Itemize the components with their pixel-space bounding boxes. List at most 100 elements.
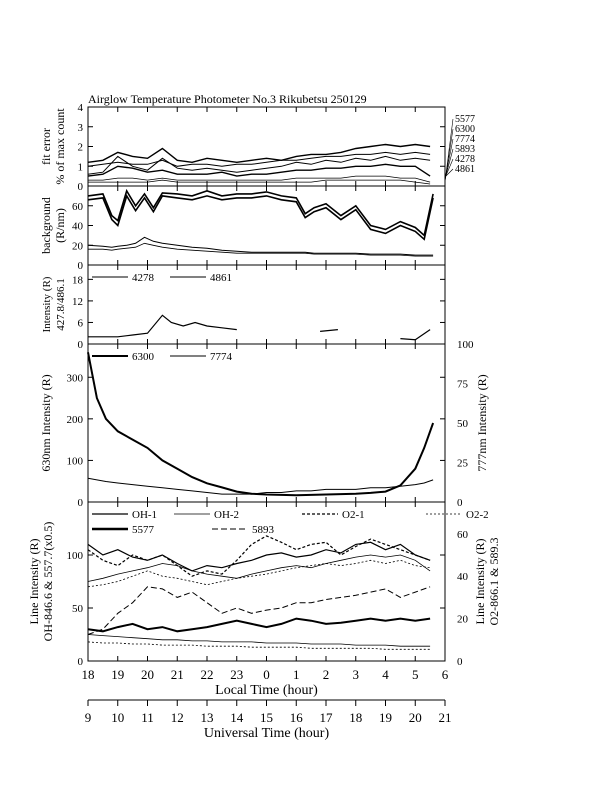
series-line	[87, 586, 431, 635]
y-tick-label: 0	[78, 260, 84, 272]
ut-axis-label: Universal Time (hour)	[204, 726, 330, 741]
ut-tick-label: 20	[409, 710, 422, 725]
local-time-tick-label: 21	[171, 667, 184, 682]
local-time-tick-label: 23	[230, 667, 243, 682]
y-tick-label-right: 20	[457, 614, 469, 626]
y-tick-label: 18	[72, 274, 84, 286]
local-time-axis-label: Local Time (hour)	[215, 683, 318, 698]
series-line	[87, 236, 434, 256]
y-tick-label: 20	[72, 240, 84, 252]
series-line	[87, 352, 435, 497]
ut-tick-label: 13	[201, 710, 214, 725]
ut-tick-label: 11	[141, 710, 154, 725]
y-axis-label-left: OH-846.6 & 557.7(x0.5)	[41, 522, 55, 642]
y-tick-label-right: 40	[457, 571, 469, 583]
panel-fit-error: 0 1 2 3 4 fit error% of max count 557763007774…	[39, 102, 475, 193]
legend-label: 5577	[132, 524, 155, 536]
panel-blue-intensity: 0 6 12 18 Intensity (R) 427.8/486.1 4278 4861	[41, 264, 446, 351]
series-end-label: 4861	[455, 164, 475, 175]
y-axis-label-right: 777nm Intensity (R)	[475, 374, 489, 471]
series-line	[87, 535, 431, 577]
y-axis-label: background	[39, 197, 53, 254]
y-axis-label: 427.8/486.1	[55, 278, 67, 331]
y-axis-label-right: O2-866.1 & 589.3	[487, 538, 501, 626]
y-tick-label: 0	[78, 339, 84, 351]
ut-tick-label: 14	[230, 710, 244, 725]
y-tick-label-right: 100	[457, 339, 474, 351]
series-line	[87, 143, 431, 164]
legend-label: O2-2	[466, 509, 489, 521]
local-time-tick-label: 4	[382, 667, 389, 682]
legend-label: 5893	[252, 524, 275, 536]
series-line	[87, 634, 431, 647]
y-tick-label: 50	[72, 603, 84, 615]
y-axis-label-left: 630nm Intensity (R)	[39, 374, 53, 471]
series-end-label: 7774	[455, 134, 475, 145]
y-tick-label-right: 60	[457, 529, 469, 541]
y-axis-label: Intensity (R)	[41, 276, 53, 332]
y-tick-label: 0	[78, 497, 84, 509]
local-time-tick-label: 5	[412, 667, 419, 682]
series-line	[87, 617, 431, 633]
local-time-tick-label: 1	[293, 667, 300, 682]
legend-label: O2-1	[342, 509, 365, 521]
local-time-tick-label: 6	[442, 667, 449, 682]
ut-tick-label: 15	[260, 710, 273, 725]
series-line	[87, 193, 434, 241]
series-end-label: 4278	[455, 154, 475, 165]
legend-label: 6300	[132, 351, 155, 363]
legend-label: OH-1	[132, 509, 157, 521]
local-time-tick-label: 3	[353, 667, 360, 682]
y-tick-label: 0	[78, 656, 84, 668]
series-line	[87, 541, 431, 572]
local-time-tick-label: 18	[82, 667, 95, 682]
series-line	[88, 179, 431, 185]
y-tick-label: 0	[78, 181, 84, 193]
y-axis-label: (R/nm)	[53, 208, 67, 243]
legend-label: 4278	[132, 272, 155, 284]
y-tick-label-right: 0	[457, 497, 463, 509]
series-line	[87, 559, 431, 588]
y-axis-label-left: Line Intensity (R)	[27, 539, 41, 625]
ut-tick-label: 18	[349, 710, 362, 725]
y-tick-label-right: 50	[457, 418, 469, 430]
y-tick-label: 1	[78, 161, 84, 173]
series-leader-line	[444, 168, 454, 178]
y-tick-label: 100	[67, 455, 84, 467]
panel-red-intensity: 0 100 200 300 630nm Intensity (R) 0 25 50 75 100 7…	[39, 339, 489, 509]
local-time-tick-label: 20	[141, 667, 154, 682]
series-line	[87, 188, 434, 237]
series-end-label: 5577	[455, 114, 475, 125]
panel-background: 0 20 40 60 background (R/nm)	[39, 185, 446, 272]
ut-tick-label: 19	[379, 710, 392, 725]
series-line	[87, 163, 431, 177]
y-tick-label: 4	[78, 102, 84, 114]
series-segment	[400, 329, 431, 341]
series-leader-line	[444, 158, 454, 179]
y-axis-label: % of max count	[53, 108, 67, 185]
local-time-tick-label: 22	[201, 667, 214, 682]
y-tick-label: 6	[78, 317, 84, 329]
ut-tick-label: 16	[290, 710, 304, 725]
y-tick-label-right: 25	[457, 458, 469, 470]
local-time-tick-label: 0	[263, 667, 270, 682]
series-line	[87, 554, 431, 582]
y-axis-label: fit error	[39, 128, 53, 165]
y-tick-label: 300	[67, 372, 84, 384]
y-tick-label: 12	[72, 296, 83, 308]
panel-frame	[87, 343, 446, 503]
series-segment	[88, 314, 237, 338]
series-line	[88, 242, 434, 257]
local-time-tick-label: 19	[111, 667, 124, 682]
y-tick-label: 100	[67, 550, 84, 562]
legend-label: 7774	[210, 351, 233, 363]
ut-tick-label: 21	[439, 710, 452, 725]
series-leader-line	[444, 148, 454, 180]
ut-tick-label: 10	[111, 710, 124, 725]
series-end-label: 5893	[455, 144, 475, 155]
figure-title: Airglow Temperature Photometer No.3 Riku…	[88, 92, 367, 106]
series-line	[88, 175, 431, 183]
